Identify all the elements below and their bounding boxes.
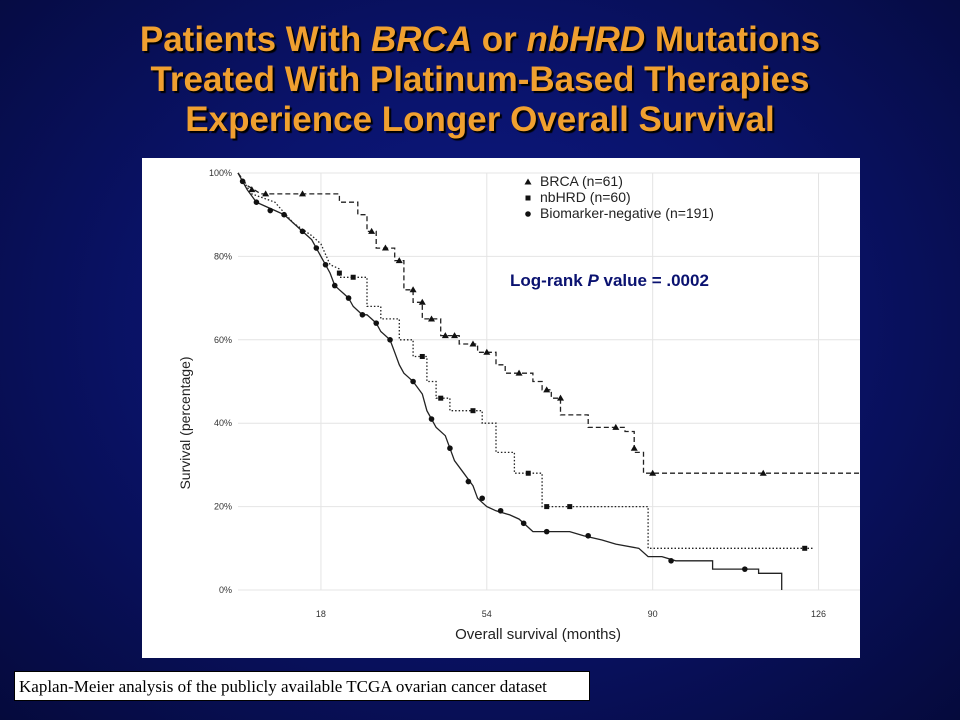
legend-label: Biomarker-negative (n=191) — [540, 205, 714, 221]
censor-mark-circle — [668, 558, 674, 564]
censor-mark-triangle — [395, 257, 403, 264]
series-line-square — [237, 172, 814, 549]
censor-mark-triangle — [368, 227, 376, 234]
censor-mark-triangle — [381, 244, 389, 251]
censor-mark-circle — [387, 337, 393, 343]
censor-mark-circle — [331, 282, 338, 289]
title-text: or — [472, 20, 527, 59]
y-tick-label: 80% — [214, 251, 232, 261]
x-axis-label: Overall survival (months) — [455, 626, 621, 643]
censor-mark-triangle — [557, 394, 565, 401]
censor-mark-square — [470, 408, 476, 414]
x-tick-label: 18 — [316, 609, 326, 619]
title-text: Mutations — [645, 20, 821, 59]
legend: BRCA (n=61)nbHRD (n=60)Biomarker-negativ… — [524, 173, 714, 221]
log-rank-annotation: Log-rank P value = .0002 — [510, 271, 709, 290]
censor-mark-circle — [520, 520, 527, 527]
title-text-italic: BRCA — [370, 20, 473, 59]
censor-mark-triangle — [418, 298, 426, 305]
censor-mark-circle — [313, 245, 320, 251]
censor-mark-circle — [322, 261, 329, 268]
censor-mark-circle — [410, 378, 416, 385]
censor-mark-square — [419, 353, 425, 359]
caption: Kaplan-Meier analysis of the publicly av… — [14, 671, 590, 701]
censor-mark-square — [438, 395, 444, 401]
censor-mark-triangle — [428, 315, 436, 322]
km-chart-panel: 0% 20% 40% 60% 80% 100% 18 54 90 126 BRCA (n=61) n… — [142, 158, 860, 658]
grid — [238, 172, 860, 591]
censor-mark-circle — [465, 478, 472, 485]
censor-mark-triangle — [469, 340, 477, 347]
censor-mark-triangle — [630, 444, 638, 451]
censor-mark-square — [567, 504, 573, 510]
censor-mark-triangle — [612, 423, 620, 430]
title-text-italic: nbHRD — [526, 20, 646, 59]
censor-mark-circle — [267, 207, 274, 214]
censor-mark-triangle — [649, 469, 657, 476]
y-tick-label: 100% — [209, 168, 232, 178]
censor-mark-triangle — [515, 369, 523, 376]
censor-mark-circle — [742, 566, 748, 572]
censor-mark-circle — [239, 178, 246, 185]
censor-mark-triangle — [543, 386, 551, 393]
y-axis-label: Survival (percentage) — [177, 356, 193, 489]
censor-mark-circle — [447, 445, 453, 452]
curves — [237, 172, 860, 590]
legend-symbol-circle — [525, 211, 531, 217]
censor-mark-square — [525, 470, 531, 476]
censor-mark-triangle — [262, 190, 270, 197]
censor-mark-circle — [359, 311, 366, 318]
censor-mark-triangle — [248, 186, 256, 193]
censor-mark-circle — [585, 532, 591, 539]
censor-mark-circle — [281, 211, 287, 218]
censor-mark-square — [350, 274, 356, 280]
censor-mark-square — [544, 504, 550, 510]
censor-mark-circle — [479, 495, 485, 502]
censor-mark-triangle — [441, 332, 449, 339]
y-tick-label: 0% — [219, 585, 232, 595]
axes: 0% 20% 40% 60% 80% 100% 18 54 90 126 — [209, 168, 826, 619]
censor-mark-circle — [299, 228, 306, 235]
km-chart: 0% 20% 40% 60% 80% 100% 18 54 90 126 BRCA (n=61)n… — [177, 168, 860, 643]
censor-mark-square — [336, 270, 342, 276]
slide-title: Patients With BRCA or nbHRD Mutations Tr… — [0, 20, 960, 140]
censor-marks — [239, 178, 808, 572]
series-line-triangle — [237, 172, 860, 474]
censor-mark-circle — [345, 295, 352, 301]
title-line-3: Experience Longer Overall Survival — [185, 100, 775, 139]
y-tick-label: 20% — [214, 502, 232, 512]
legend-symbol-square — [525, 195, 531, 201]
x-tick-label: 90 — [648, 609, 658, 619]
legend-label: nbHRD (n=60) — [540, 189, 631, 205]
title-line-2: Treated With Platinum-Based Therapies — [150, 60, 810, 99]
censor-mark-square — [802, 545, 808, 551]
censor-mark-circle — [428, 416, 435, 422]
censor-mark-triangle — [451, 332, 459, 339]
censor-mark-triangle — [299, 190, 307, 197]
censor-mark-triangle — [483, 348, 491, 355]
legend-label: BRCA (n=61) — [540, 173, 623, 189]
censor-mark-circle — [497, 507, 504, 514]
censor-mark-triangle — [759, 469, 767, 476]
series-line-circle — [237, 172, 783, 590]
x-tick-label: 54 — [482, 609, 492, 619]
title-text: Patients With — [139, 20, 371, 59]
censor-mark-circle — [253, 199, 260, 205]
censor-mark-circle — [543, 528, 550, 535]
x-tick-label: 126 — [811, 609, 826, 619]
censor-mark-triangle — [409, 286, 417, 293]
title-line-1: Patients With BRCA or nbHRD Mutations — [0, 20, 960, 60]
y-tick-label: 40% — [214, 418, 232, 428]
censor-mark-circle — [373, 320, 380, 326]
legend-symbol-triangle — [524, 178, 532, 185]
y-tick-label: 60% — [214, 335, 232, 345]
